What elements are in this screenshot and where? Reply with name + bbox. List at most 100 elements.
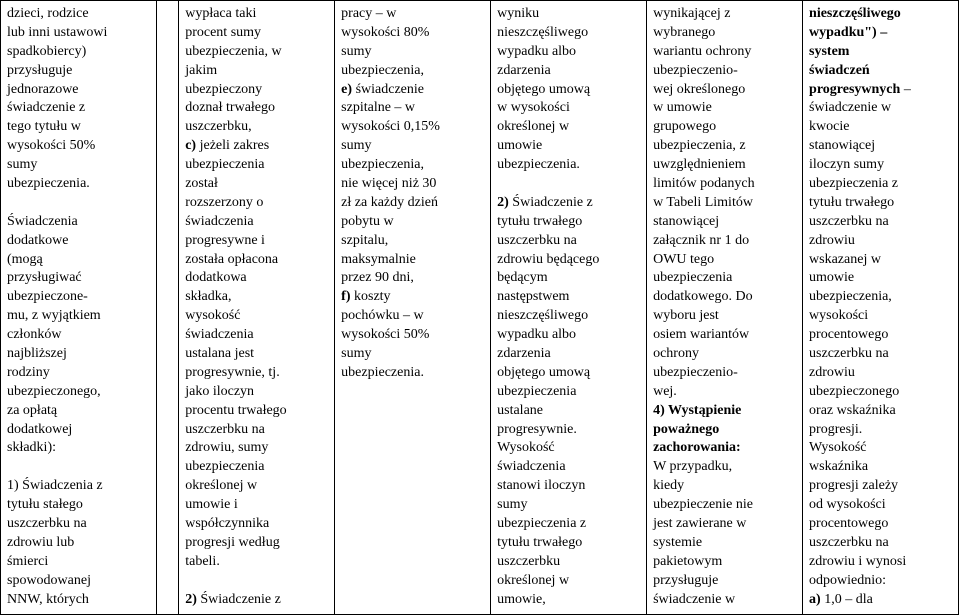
text-line: 4) Wystąpienie — [653, 402, 796, 421]
text-line: wej. — [653, 383, 796, 402]
text-line: ochrony — [653, 345, 796, 364]
text-line: zdarzenia — [497, 345, 640, 364]
text-line: określonej w — [497, 118, 640, 137]
text-line: świadczenia — [185, 326, 328, 345]
document-table-wrap: dzieci, rodzicelub inni ustawowispadkobi… — [0, 0, 959, 615]
text-line: ustalana jest — [185, 345, 328, 364]
text-line: dodatkowe — [7, 232, 150, 251]
text-line: zdrowiu, sumy — [185, 439, 328, 458]
text-line: Wysokość — [809, 439, 952, 458]
text-line — [7, 458, 150, 477]
text-line: ubezpieczonego, — [7, 383, 150, 402]
text-line: ubezpieczenia — [653, 269, 796, 288]
text-line: ubezpieczone- — [7, 288, 150, 307]
text-line: śmierci — [7, 553, 150, 572]
text-line: tego tytułu w — [7, 118, 150, 137]
text-line: wybranego — [653, 24, 796, 43]
text-line: OWU tego — [653, 251, 796, 270]
text-line: ubezpieczenio- — [653, 364, 796, 383]
text-line — [497, 175, 640, 194]
text-line: będącym — [497, 269, 640, 288]
text-line: współczynnika — [185, 515, 328, 534]
text-line: ubezpieczenio- — [653, 62, 796, 81]
text-line: e) świadczenie — [341, 81, 484, 100]
text-line: uwzględnieniem — [653, 156, 796, 175]
text-line: tabeli. — [185, 553, 328, 572]
text-line: ubezpieczenia, — [341, 156, 484, 175]
text-line: szpitalne – w — [341, 99, 484, 118]
text-line: sumy — [341, 43, 484, 62]
text-line: rozszerzony o — [185, 194, 328, 213]
text-line: pochówku – w — [341, 307, 484, 326]
text-line: 2) Świadczenie z — [497, 194, 640, 213]
text-line: wypadku albo — [497, 326, 640, 345]
text-line: uszczerbku, — [185, 118, 328, 137]
text-line: progresywnie, tj. — [185, 364, 328, 383]
text-line: uszczerbku na — [497, 232, 640, 251]
text-line: ubezpieczenia. — [341, 364, 484, 383]
table-cell-1 — [156, 1, 178, 615]
text-line: składka, — [185, 288, 328, 307]
text-line: kiedy — [653, 477, 796, 496]
text-line: umowie i — [185, 496, 328, 515]
text-line: grupowego — [653, 118, 796, 137]
text-line: dodatkowej — [7, 421, 150, 440]
text-line: szpitalu, — [341, 232, 484, 251]
text-line: jednorazowe — [7, 81, 150, 100]
text-line: za opłatą — [7, 402, 150, 421]
text-line: pakietowym — [653, 553, 796, 572]
text-line: składki): — [7, 439, 150, 458]
text-line: przysługiwać — [7, 269, 150, 288]
text-line: stanowiącej — [653, 213, 796, 232]
text-line: wynikającej z — [653, 5, 796, 24]
text-line: ustalane — [497, 402, 640, 421]
text-line: tytułu stałego — [7, 496, 150, 515]
text-line: Świadczenia — [7, 213, 150, 232]
text-line: procent sumy — [185, 24, 328, 43]
text-line: wej określonego — [653, 81, 796, 100]
text-line: objętego umową — [497, 81, 640, 100]
text-line: oraz wskaźnika — [809, 402, 952, 421]
table-cell-6: nieszczęśliwegowypadku") –systemświadcze… — [803, 1, 959, 615]
text-line: pobytu w — [341, 213, 484, 232]
text-line: system — [809, 43, 952, 62]
text-line: przez 90 dni, — [341, 269, 484, 288]
text-line: wypadku") – — [809, 24, 952, 43]
text-line: osiem wariantów — [653, 326, 796, 345]
text-line: lub inni ustawowi — [7, 24, 150, 43]
text-line: przysługuje — [7, 62, 150, 81]
text-line: wypadku albo — [497, 43, 640, 62]
text-line: zdrowiu i wynosi — [809, 553, 952, 572]
text-line: progresywnych – — [809, 81, 952, 100]
text-line: ubezpieczenia, — [341, 62, 484, 81]
text-line: NNW, których — [7, 591, 150, 610]
text-line: progresji. — [809, 421, 952, 440]
text-line: (mogą — [7, 251, 150, 270]
text-line: ubezpieczenia — [185, 156, 328, 175]
text-line: progresji zależy — [809, 477, 952, 496]
text-line: ubezpieczenia. — [497, 156, 640, 175]
text-line: maksymalnie — [341, 251, 484, 270]
text-line: umowie — [497, 137, 640, 156]
text-line: świadczenie w — [653, 591, 796, 610]
text-line: najbliższej — [7, 345, 150, 364]
text-line: wyniku — [497, 5, 640, 24]
text-line: tytułu trwałego — [497, 213, 640, 232]
text-line: progresywne i — [185, 232, 328, 251]
text-line: zdarzenia — [497, 62, 640, 81]
text-line: członków — [7, 326, 150, 345]
text-line: ubezpieczenia z — [809, 175, 952, 194]
text-line: dodatkowa — [185, 269, 328, 288]
text-line: świadczenie z — [7, 99, 150, 118]
text-line: załącznik nr 1 do — [653, 232, 796, 251]
text-line: dodatkowego. Do — [653, 288, 796, 307]
text-line — [7, 194, 150, 213]
text-line: jako iloczyn — [185, 383, 328, 402]
text-line: ubezpieczonego — [809, 383, 952, 402]
text-line: 1) Świadczenia z — [7, 477, 150, 496]
table-cell-5: wynikającej zwybranegowariantu ochronyub… — [647, 1, 803, 615]
text-line: stanowiącej — [809, 137, 952, 156]
table-cell-0: dzieci, rodzicelub inni ustawowispadkobi… — [1, 1, 157, 615]
text-line: nieszczęśliwego — [497, 24, 640, 43]
text-line — [185, 572, 328, 591]
